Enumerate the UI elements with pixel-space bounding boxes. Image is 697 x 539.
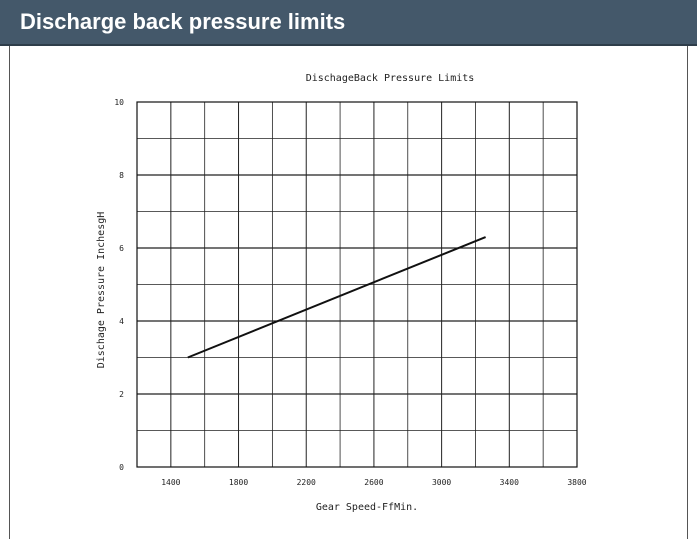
y-tick-label: 8 xyxy=(119,171,124,180)
chart-title: DischageBack Pressure Limits xyxy=(306,73,475,84)
panel-border-right xyxy=(687,46,688,539)
panel-border-left xyxy=(9,46,10,539)
x-tick-label: 3800 xyxy=(567,478,586,487)
x-tick-label: 3000 xyxy=(432,478,451,487)
x-tick-label: 2200 xyxy=(297,478,316,487)
x-tick-label: 1800 xyxy=(229,478,248,487)
series-line xyxy=(187,236,486,359)
x-tick-label: 3400 xyxy=(500,478,519,487)
y-tick-label: 4 xyxy=(119,317,124,326)
y-tick-label: 2 xyxy=(119,390,124,399)
grid xyxy=(137,102,577,467)
x-axis-ticks: 1400 1800 2200 2600 3000 3400 3800 xyxy=(161,478,587,487)
page-header: Discharge back pressure limits xyxy=(0,0,697,46)
x-tick-label: 2600 xyxy=(364,478,383,487)
x-tick-label: 1400 xyxy=(161,478,180,487)
page-title: Discharge back pressure limits xyxy=(20,9,346,34)
series-layer xyxy=(187,236,486,359)
y-axis-label: Dischage Pressure InchesgH xyxy=(96,212,107,369)
plot-area-border xyxy=(136,101,578,468)
y-tick-label: 6 xyxy=(119,244,124,253)
y-tick-label: 0 xyxy=(119,463,124,472)
y-axis-ticks: 0 2 4 6 8 10 xyxy=(114,98,124,472)
x-axis-label: Gear Speed-FfMin. xyxy=(316,502,418,513)
y-tick-label: 10 xyxy=(114,98,124,107)
